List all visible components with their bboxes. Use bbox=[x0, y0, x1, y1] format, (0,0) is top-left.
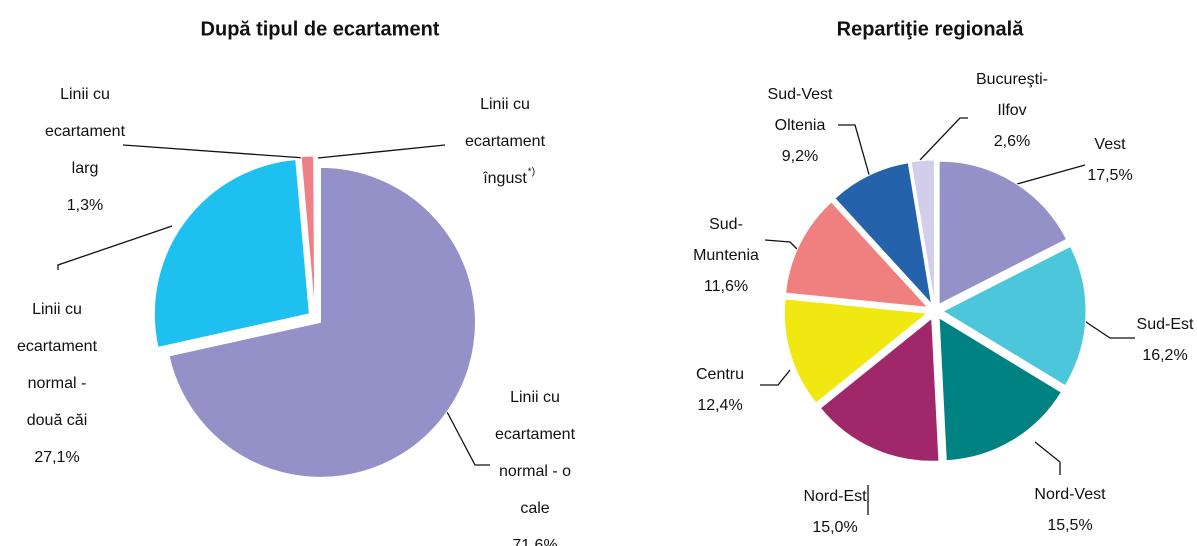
chart-title: După tipul de ecartament bbox=[201, 18, 440, 40]
slice-label: Vest bbox=[1094, 136, 1126, 153]
pie-slice bbox=[819, 317, 940, 462]
leader-line bbox=[919, 117, 968, 161]
leader-line bbox=[764, 239, 801, 253]
slice-label: Linii cu bbox=[60, 86, 110, 103]
slice-label: Sud-Vest bbox=[768, 86, 833, 103]
leader-line bbox=[1034, 441, 1061, 475]
slice-value-label: 27,1% bbox=[34, 449, 79, 466]
slice-label: îngust bbox=[482, 170, 527, 187]
pie-slice bbox=[785, 201, 930, 309]
leader-line bbox=[444, 407, 490, 466]
pie-slice bbox=[910, 159, 935, 304]
slice-label: Bucureşti- bbox=[976, 71, 1048, 88]
slice-value-label: 11,6% bbox=[704, 278, 748, 295]
slice-value-label: 17,5% bbox=[1087, 167, 1132, 184]
slice-label: Ilfov bbox=[997, 102, 1026, 119]
pie-slice bbox=[938, 160, 1068, 305]
slice-label: normal - bbox=[28, 375, 87, 392]
leader-line bbox=[317, 144, 446, 159]
slice-value-label: 16,2% bbox=[1142, 347, 1187, 364]
slice-label: larg bbox=[72, 160, 99, 177]
leader-line bbox=[1009, 164, 1086, 187]
slice-value-label: 12,4% bbox=[697, 397, 742, 414]
pie-slice bbox=[834, 162, 933, 306]
pie-slice bbox=[938, 316, 1062, 462]
slice-label: Oltenia bbox=[775, 117, 826, 134]
slice-label: Centru bbox=[696, 366, 744, 383]
slice-label: ecartament bbox=[45, 123, 126, 140]
leader-line bbox=[57, 225, 173, 270]
slice-value-label: 71,6% bbox=[512, 537, 557, 546]
slice-value-label: 15,0% bbox=[812, 519, 857, 536]
slice-value-label: 2,6% bbox=[994, 133, 1030, 150]
slice-label: ecartament bbox=[495, 426, 576, 443]
slice-label: ecartament bbox=[17, 338, 98, 355]
pie-slice bbox=[313, 155, 316, 312]
slice-label: Linii cu bbox=[510, 389, 560, 406]
pie-slice bbox=[168, 166, 476, 478]
slice-label: Sud-Est bbox=[1137, 316, 1194, 333]
slice-label: ecartament bbox=[465, 133, 546, 150]
slice-label: Linii cu bbox=[480, 96, 530, 113]
slice-label: normal - o bbox=[499, 463, 571, 480]
leader-line bbox=[1079, 317, 1135, 339]
chart-title: Repartiţie regională bbox=[837, 18, 1025, 40]
slice-label: Nord-Est bbox=[803, 488, 867, 505]
leader-line bbox=[122, 144, 306, 159]
slice-label: Muntenia bbox=[693, 247, 759, 264]
pie-slice bbox=[941, 245, 1087, 387]
leader-line bbox=[838, 124, 871, 179]
slice-label: Nord-Vest bbox=[1034, 486, 1106, 503]
slice-label: două căi bbox=[27, 412, 88, 429]
slice-value-label: 1,3% bbox=[67, 197, 103, 214]
slice-label: Linii cu bbox=[32, 301, 82, 318]
slice-label: cale bbox=[520, 500, 549, 517]
slice-label: Sud- bbox=[709, 216, 743, 233]
pie-slice bbox=[783, 298, 929, 404]
leader-line bbox=[760, 369, 791, 386]
pie-slice bbox=[153, 158, 310, 349]
slice-value-label: 9,2% bbox=[782, 148, 818, 165]
slice-value-label: 15,5% bbox=[1047, 517, 1092, 534]
label-note: *) bbox=[528, 167, 535, 178]
